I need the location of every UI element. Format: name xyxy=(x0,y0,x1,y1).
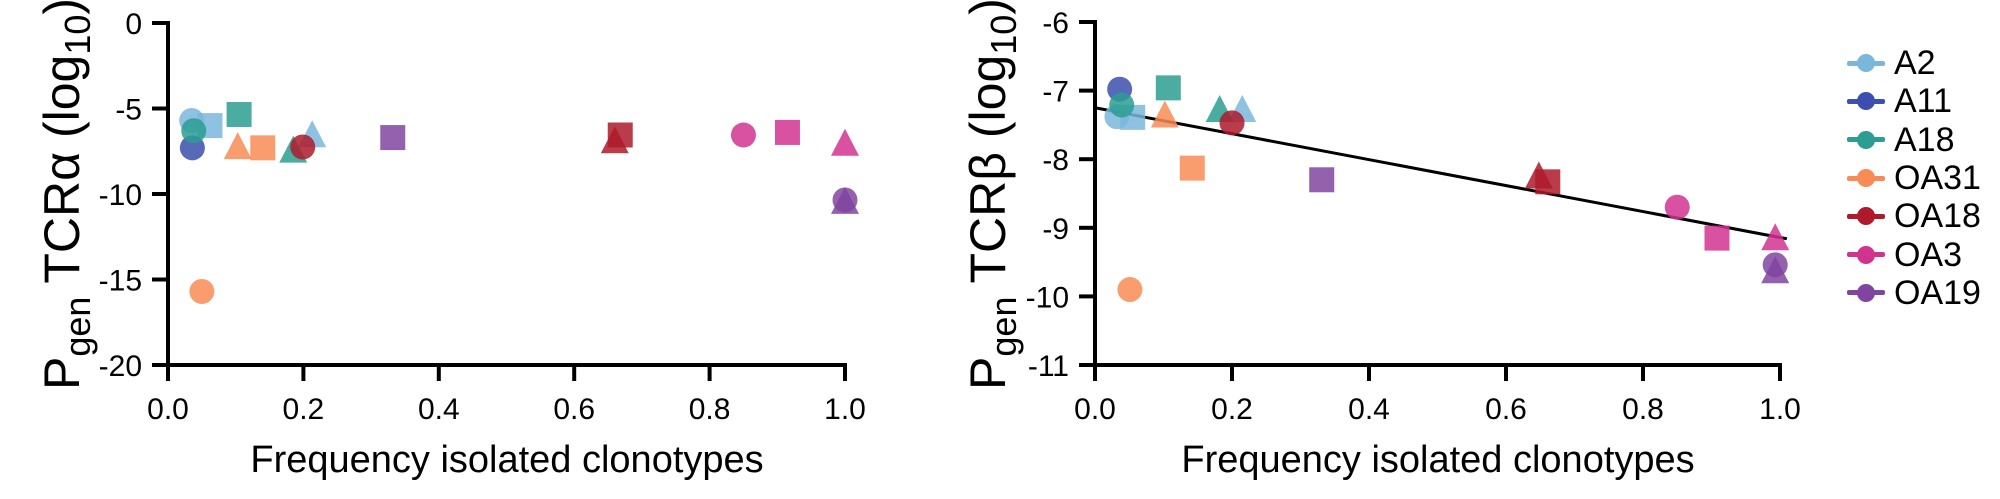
y-tick-label: -8 xyxy=(1042,144,1069,177)
legend-label: OA3 xyxy=(1894,235,1963,274)
marker-OA18-square xyxy=(1535,169,1561,195)
y-tick-label: -10 xyxy=(1026,281,1069,314)
ylabel-p: P xyxy=(960,356,1016,390)
marker-OA19-square xyxy=(380,125,406,151)
legend-item-a11: A11 xyxy=(1846,82,1981,120)
y-tick-label: -9 xyxy=(1042,213,1069,246)
marker-A18-circle xyxy=(181,118,207,144)
legend-item-oa3: OA3 xyxy=(1846,235,1981,273)
x-tick-label: 0.2 xyxy=(283,393,325,426)
y-tick-label: -15 xyxy=(99,265,142,298)
y-tick-label: -20 xyxy=(99,350,142,383)
x-tick-label: 0.4 xyxy=(1348,393,1390,426)
marker-OA31-square xyxy=(250,135,276,161)
x-axis-title-alpha: Frequency isolated clonotypes xyxy=(250,439,764,481)
legend-label: OA31 xyxy=(1894,159,1981,198)
x-tick-label: 1.0 xyxy=(824,393,866,426)
marker-A18-square xyxy=(226,101,252,127)
marker-OA3-triangle xyxy=(831,128,859,156)
marker-OA31-triangle xyxy=(223,132,252,160)
legend-item-oa18: OA18 xyxy=(1846,197,1981,235)
marker-OA31-triangle xyxy=(1150,100,1179,128)
line-circle-marker-icon xyxy=(1846,206,1886,226)
line-circle-marker-icon xyxy=(1846,53,1886,73)
marker-A18-circle xyxy=(1109,92,1135,118)
line-circle-marker-icon xyxy=(1846,283,1886,303)
y-tick-label: 0 xyxy=(125,8,142,41)
legend: A2 A11 A18 OA31 OA18 OA3 OA19 xyxy=(1846,44,1981,312)
ylabel-mid: TCRα (log xyxy=(34,54,90,297)
marker-OA3-square xyxy=(1704,225,1730,251)
marker-OA19-square xyxy=(1309,167,1335,193)
tcr-beta-plot: -6 -7 -8 -9 -10 -110.0 0.2 0.4 0.6 0.8 1.0 xyxy=(1026,7,1801,426)
ylabel-sub-10: 10 xyxy=(983,14,1024,55)
marker-OA18-square xyxy=(607,122,633,148)
y-tick-label: -7 xyxy=(1042,76,1069,109)
x-tick-label: 0.6 xyxy=(553,393,595,426)
marker-OA3-circle xyxy=(730,122,756,148)
ylabel-mid: TCRβ (log xyxy=(960,54,1016,297)
x-tick-label: 0.8 xyxy=(689,393,731,426)
ylabel-end: ) xyxy=(34,0,90,15)
y-tick-label: -10 xyxy=(99,179,142,212)
x-tick-label: 0.0 xyxy=(147,393,189,426)
marker-OA3-square xyxy=(774,119,800,145)
ylabel-p: P xyxy=(34,356,90,391)
x-tick-label: 0.2 xyxy=(1211,393,1253,426)
legend-label: OA18 xyxy=(1894,197,1981,236)
x-tick-label: 0.6 xyxy=(1485,393,1527,426)
y-axis-title-beta: Pgen TCRβ (log10) xyxy=(960,0,1024,390)
y-axis-title-alpha: Pgen TCRα (log10) xyxy=(34,0,98,391)
x-tick-label: 0.4 xyxy=(418,393,460,426)
line-circle-marker-icon xyxy=(1846,168,1886,188)
marker-OA31-circle xyxy=(1117,277,1143,303)
line-circle-marker-icon xyxy=(1846,245,1886,265)
ylabel-end: ) xyxy=(960,0,1016,15)
y-tick-label: -6 xyxy=(1042,7,1069,40)
legend-label: A2 xyxy=(1894,44,1936,83)
line-circle-marker-icon xyxy=(1846,130,1886,150)
legend-item-a18: A18 xyxy=(1846,121,1981,159)
ylabel-sub-10: 10 xyxy=(57,14,98,55)
legend-item-a2: A2 xyxy=(1846,44,1981,82)
legend-item-oa31: OA31 xyxy=(1846,159,1981,197)
y-tick-label: -11 xyxy=(1028,350,1069,383)
marker-OA18-circle xyxy=(1219,110,1245,136)
legend-label: A11 xyxy=(1894,82,1952,121)
marker-OA31-circle xyxy=(189,278,215,304)
x-tick-label: 1.0 xyxy=(1759,393,1801,426)
x-tick-label: 0.8 xyxy=(1622,393,1664,426)
ylabel-sub-gen: gen xyxy=(983,296,1024,357)
legend-label: A18 xyxy=(1894,120,1955,159)
legend-label: OA19 xyxy=(1894,273,1981,312)
marker-OA19-circle xyxy=(1762,252,1788,278)
marker-OA3-triangle xyxy=(1761,223,1790,251)
legend-item-oa19: OA19 xyxy=(1846,274,1981,312)
marker-A18-square xyxy=(1155,75,1181,101)
marker-OA31-square xyxy=(1179,155,1205,181)
marker-OA19-circle xyxy=(832,187,858,213)
ylabel-sub-gen: gen xyxy=(57,296,98,357)
marker-OA18-circle xyxy=(290,134,316,160)
tcr-alpha-plot: 0 -5 -10 -15 -200.0 0.2 0.4 0.6 0.8 1.0 xyxy=(99,8,866,426)
x-axis-title-beta: Frequency isolated clonotypes xyxy=(1181,439,1695,481)
y-tick-label: -5 xyxy=(115,94,142,127)
line-circle-marker-icon xyxy=(1846,91,1886,111)
x-tick-label: 0.0 xyxy=(1074,393,1116,426)
marker-OA3-circle xyxy=(1664,194,1690,220)
